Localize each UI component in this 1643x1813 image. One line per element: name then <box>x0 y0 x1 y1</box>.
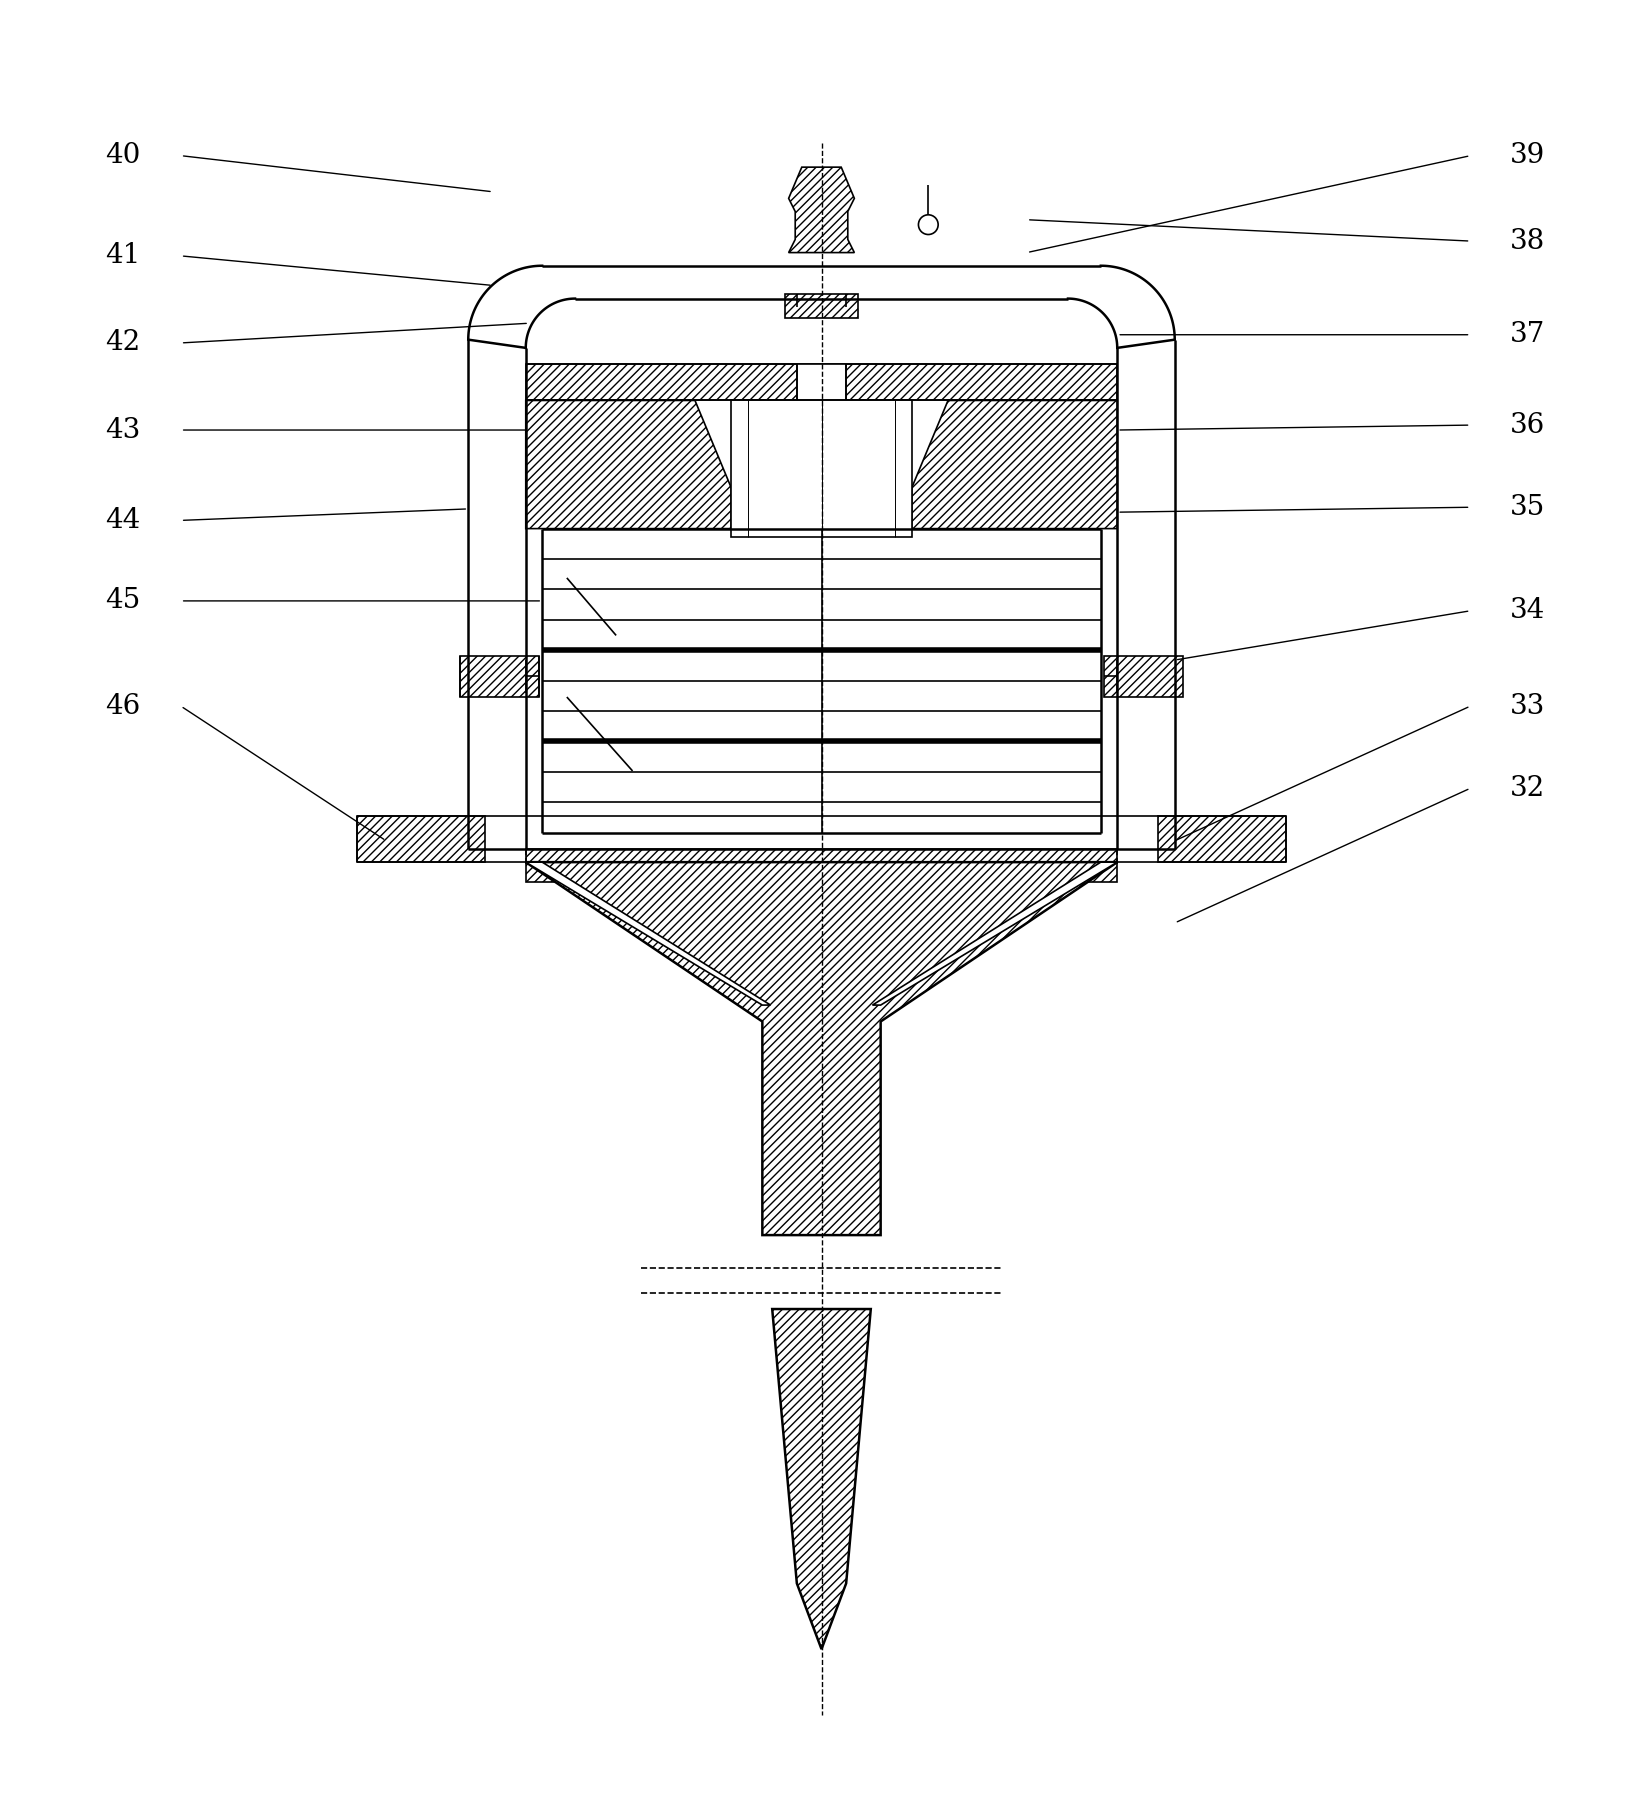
Bar <box>797 364 846 401</box>
Text: 46: 46 <box>105 693 141 720</box>
Text: 41: 41 <box>105 243 141 270</box>
Text: 40: 40 <box>105 141 141 169</box>
Text: 38: 38 <box>1510 228 1546 254</box>
Text: 37: 37 <box>1510 321 1546 348</box>
Text: 36: 36 <box>1510 412 1546 439</box>
Polygon shape <box>872 863 1117 1004</box>
Text: 45: 45 <box>105 587 141 615</box>
Bar <box>460 656 539 696</box>
Text: 32: 32 <box>1510 774 1546 801</box>
Polygon shape <box>912 401 1117 529</box>
Bar <box>731 401 912 537</box>
Text: 35: 35 <box>1510 493 1546 520</box>
Polygon shape <box>785 294 858 319</box>
Bar <box>526 364 1117 401</box>
Polygon shape <box>526 863 771 1004</box>
Text: 42: 42 <box>105 330 141 357</box>
Text: 39: 39 <box>1510 141 1546 169</box>
Text: 34: 34 <box>1510 596 1546 624</box>
Bar <box>526 848 1117 881</box>
Polygon shape <box>526 863 1117 1235</box>
Polygon shape <box>789 167 854 252</box>
Polygon shape <box>772 1309 871 1650</box>
Text: 44: 44 <box>105 508 141 533</box>
Bar <box>357 816 485 863</box>
Polygon shape <box>526 401 731 529</box>
Text: 33: 33 <box>1510 693 1546 720</box>
Bar <box>1104 656 1183 696</box>
Text: 43: 43 <box>105 417 141 444</box>
Bar <box>1158 816 1286 863</box>
